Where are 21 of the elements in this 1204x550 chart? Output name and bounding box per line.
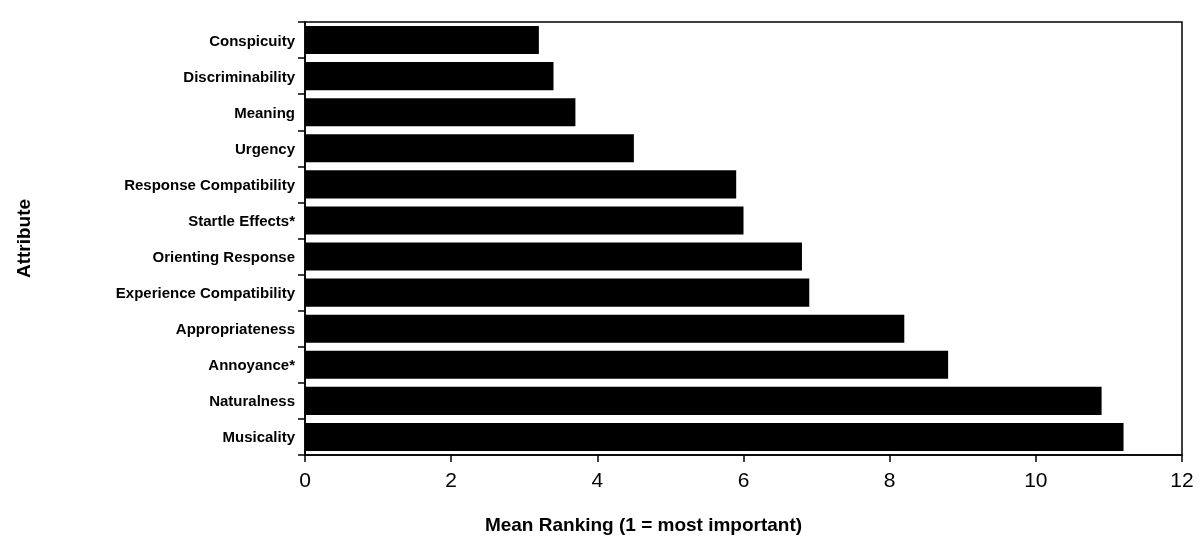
y-tick-label: Response Compatibility: [124, 175, 296, 193]
y-tick-label: Orienting Response: [152, 248, 295, 266]
y-axis-title: Attribute: [13, 198, 34, 279]
y-tick-label: Appropriateness: [175, 320, 295, 338]
y-tick-label: Meaning: [234, 103, 295, 121]
x-tick-label: 0: [299, 468, 311, 491]
y-tick-label: Conspicuity: [209, 31, 296, 49]
y-tick-label: Annoyance*: [208, 356, 296, 374]
y-tick-label: Naturalness: [209, 392, 295, 410]
x-tick-label: 10: [1024, 468, 1048, 491]
y-tick-label: Musicality: [222, 428, 296, 446]
y-tick-label: Startle Effects*: [188, 211, 296, 229]
y-tick-label: Experience Compatibility: [115, 284, 296, 302]
x-tick-label: 12: [1170, 468, 1194, 491]
y-tick-label: Urgency: [234, 139, 296, 157]
x-tick-label: 8: [883, 468, 896, 491]
x-tick-label: 2: [445, 468, 458, 491]
x-tick-label: 4: [591, 468, 604, 491]
x-tick-label: 6: [737, 468, 750, 491]
y-tick-label: Discriminability: [183, 67, 296, 85]
x-axis-title: Mean Ranking (1 = most important): [484, 514, 803, 535]
